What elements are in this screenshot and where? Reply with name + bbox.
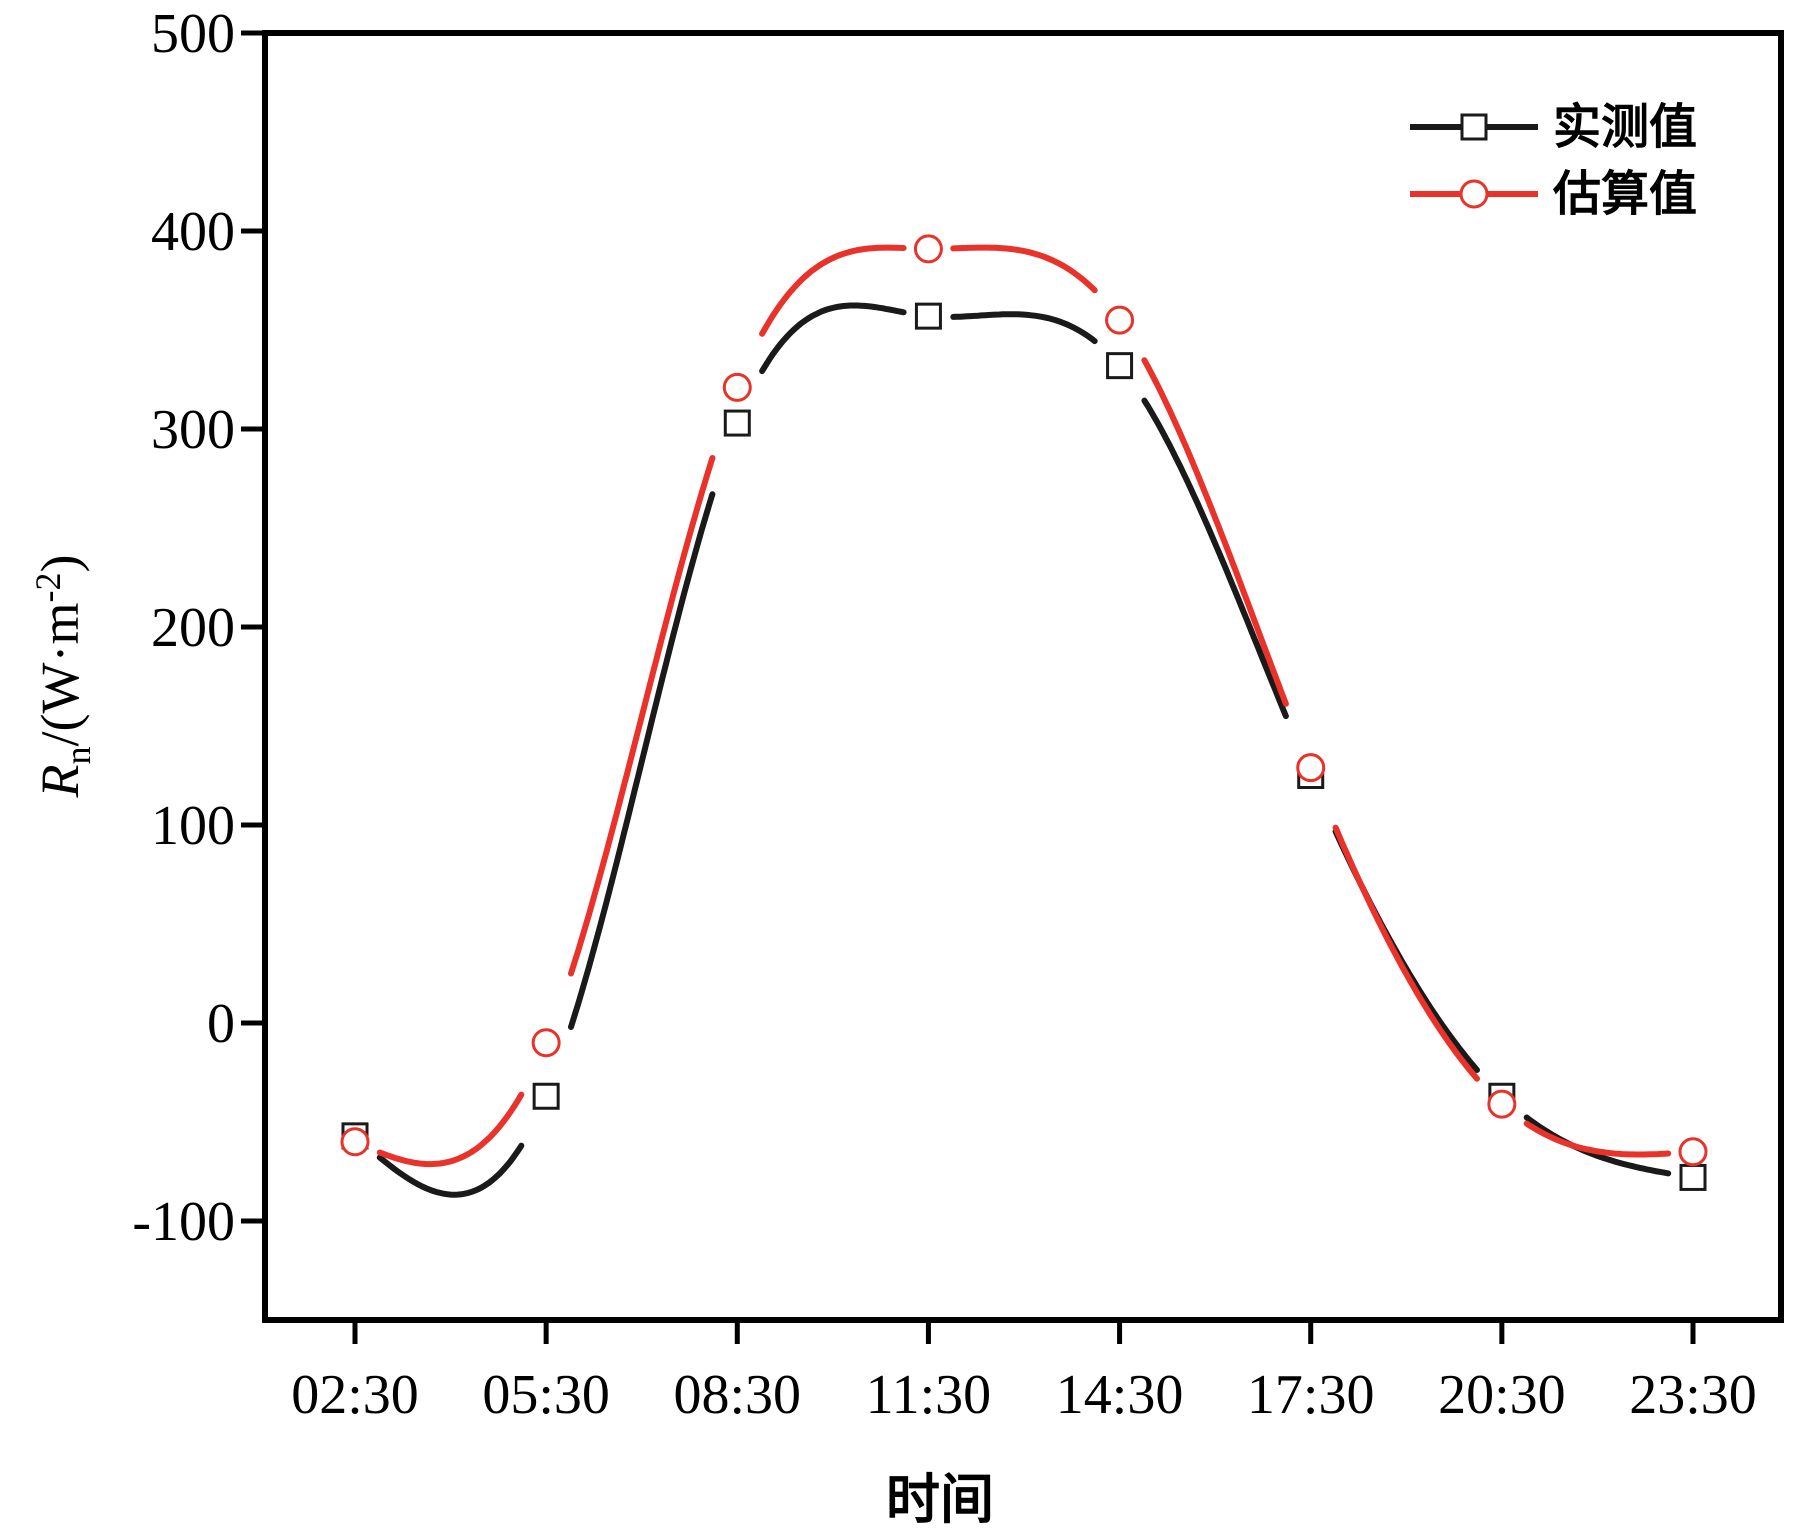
legend-marker-square	[1460, 113, 1488, 141]
y-tick-label: 100	[151, 795, 235, 857]
y-tick-label: 300	[151, 399, 235, 461]
data-point-circle	[340, 1127, 370, 1157]
series-measured	[341, 302, 1707, 1198]
data-point-square	[532, 1082, 560, 1110]
data-point-circle	[1678, 1137, 1708, 1167]
x-tick-label: 11:30	[866, 1364, 991, 1426]
series-line-segment	[759, 244, 907, 337]
y-tick-label: 0	[207, 993, 235, 1055]
data-point-circle	[1487, 1089, 1517, 1119]
plot-frame	[262, 30, 1784, 1323]
y-tick-label: 400	[151, 201, 235, 263]
series-line-segment	[1332, 824, 1480, 1082]
x-tick-label: 23:30	[1629, 1364, 1757, 1426]
series-line-segment	[376, 1091, 525, 1168]
y-axis-unit-suffix: )	[30, 555, 90, 573]
x-tick-label: 02:30	[291, 1364, 419, 1426]
data-point-square	[1679, 1163, 1707, 1191]
series-line-segment	[1141, 357, 1289, 707]
data-point-square	[914, 302, 942, 330]
y-axis-subscript: n	[58, 746, 98, 764]
y-tick-label: 200	[151, 597, 235, 659]
series-line-segment	[568, 491, 716, 1030]
series-line-segment	[1332, 828, 1480, 1073]
x-axis: 02:30 05:30 08:30 11:30 14:30 17:30 20:30 23:30	[291, 1320, 1757, 1426]
legend: 实测值 估算值	[1410, 99, 1697, 222]
y-axis-unit-prefix: /(W·m	[30, 603, 90, 747]
x-axis-title: 时间	[886, 1468, 994, 1531]
data-point-circle	[1105, 305, 1135, 335]
y-axis-superscript: -2	[28, 573, 68, 603]
legend-item-measured: 实测值	[1410, 99, 1697, 155]
series-line-segment	[376, 1142, 525, 1198]
series-line-segment	[759, 302, 907, 375]
x-tick-label: 14:30	[1056, 1364, 1184, 1426]
series-line-segment	[950, 244, 1098, 294]
y-axis: -100 0 100 200 300 400 500	[132, 3, 265, 1253]
series-line-segment	[950, 311, 1098, 345]
x-tick-label: 17:30	[1247, 1364, 1375, 1426]
legend-marker-circle	[1459, 179, 1489, 209]
series-line-segment	[1523, 1120, 1672, 1158]
data-point-square	[723, 409, 751, 437]
legend-label-measured: 实测值	[1553, 99, 1697, 155]
x-tick-label: 05:30	[482, 1364, 610, 1426]
data-point-square	[1106, 352, 1134, 380]
data-point-circle	[722, 372, 752, 402]
y-axis-symbol: R	[30, 764, 90, 798]
data-point-circle	[531, 1028, 561, 1058]
series-line-segment	[1141, 397, 1289, 720]
x-tick-label: 08:30	[674, 1364, 802, 1426]
y-tick-label: -100	[132, 1191, 235, 1253]
x-tick-label: 20:30	[1438, 1364, 1566, 1426]
series-line-segment	[1523, 1114, 1672, 1177]
series-layer	[340, 234, 1708, 1198]
data-point-circle	[913, 234, 943, 264]
data-point-circle	[1296, 753, 1326, 783]
series-estimated	[340, 234, 1708, 1168]
y-axis-title: Rn/(W·m-2)	[28, 555, 98, 799]
legend-item-estimated: 估算值	[1410, 166, 1697, 222]
series-line-segment	[568, 455, 716, 977]
legend-label-estimated: 估算值	[1552, 166, 1697, 222]
y-tick-label: 500	[151, 3, 235, 65]
